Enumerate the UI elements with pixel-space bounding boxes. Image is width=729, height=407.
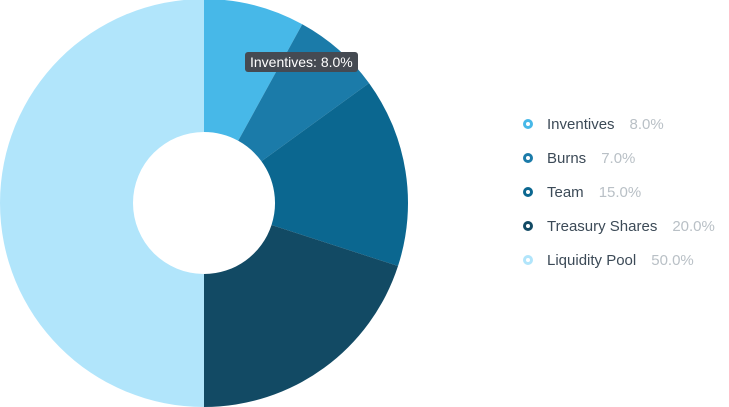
slice-tooltip: Inventives: 8.0%	[245, 52, 358, 72]
pie-slice-liquidity-pool[interactable]	[0, 0, 204, 407]
legend-label: Burns	[547, 149, 587, 167]
legend-swatch-liquidity-pool	[523, 255, 533, 265]
legend-value: 8.0%	[629, 115, 664, 133]
legend-value: 20.0%	[672, 217, 715, 235]
legend-item-liquidity-pool[interactable]: Liquidity Pool 50.0%	[523, 250, 715, 270]
legend-item-team[interactable]: Team 15.0%	[523, 182, 715, 202]
legend-label: Liquidity Pool	[547, 251, 637, 269]
pie-slice-treasury-shares[interactable]	[204, 224, 399, 407]
legend-swatch-team	[523, 187, 533, 197]
legend-swatch-inventives	[523, 119, 533, 129]
legend-label: Inventives	[547, 115, 615, 133]
legend-label: Team	[547, 183, 584, 201]
legend-value: 15.0%	[598, 183, 642, 201]
legend-swatch-burns	[523, 153, 533, 163]
chart-legend: Inventives 8.0% Burns 7.0% Team 15.0% Tr…	[523, 114, 715, 270]
pie-slice-team[interactable]	[261, 83, 408, 267]
legend-value: 7.0%	[601, 149, 636, 167]
legend-item-inventives[interactable]: Inventives 8.0%	[523, 114, 715, 134]
legend-item-treasury-shares[interactable]: Treasury Shares 20.0%	[523, 216, 715, 236]
legend-label: Treasury Shares	[547, 217, 658, 235]
legend-swatch-treasury-shares	[523, 221, 533, 231]
legend-value: 50.0%	[651, 251, 694, 269]
legend-item-burns[interactable]: Burns 7.0%	[523, 148, 715, 168]
